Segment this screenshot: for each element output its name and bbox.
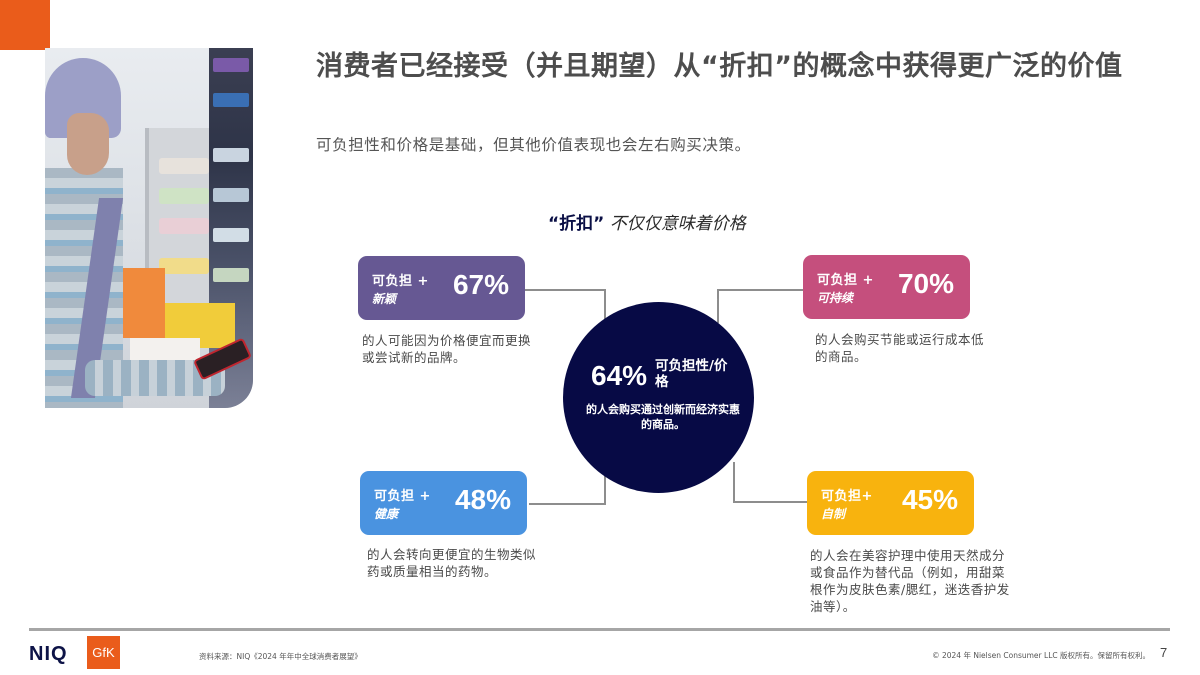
connector-line (524, 289, 606, 291)
card-percent: 45% (901, 484, 958, 515)
connector-line (604, 476, 606, 505)
card-description: 的人会在美容护理中使用天然成分或食品作为替代品（例如，用甜菜根作为皮肤色素/腮红… (810, 548, 1010, 614)
diagram-title-rest: 不仅仅意味着价格 (609, 214, 746, 234)
footer-divider (29, 628, 1170, 631)
center-label: 可负担性/价格 (655, 358, 728, 390)
connector-line (717, 289, 803, 291)
connector-line (733, 501, 807, 503)
copyright-notice: © 2024 年 Nielsen Consumer LLC 版权所有。保留所有权… (932, 651, 1150, 660)
card-label-bottom: 健康 (374, 507, 399, 521)
card-label-top: 可负担+ (821, 489, 873, 504)
stat-card-novelty: 可负担 + 新颖 67% (358, 256, 525, 320)
niq-logo: NIQ (29, 643, 68, 665)
corner-accent-tab (0, 0, 50, 50)
shopper-photo (45, 48, 253, 408)
card-label-bottom: 新颖 (372, 292, 397, 306)
card-description: 的人会购买节能或运行成本低的商品。 (815, 332, 985, 364)
card-label-bottom: 自制 (821, 507, 846, 521)
stat-card-sustainable: 可负担 + 可持续 70% (803, 255, 970, 319)
source-note: 资料来源：NIQ《2024 年年中全球消费者展望》 (199, 652, 362, 661)
card-percent: 67% (452, 269, 509, 300)
card-description: 的人可能因为价格便宜而更换或尝试新的品牌。 (362, 333, 532, 365)
diagram-title-quoted: “折扣” (548, 214, 605, 234)
center-stat-circle: 64% 可负担性/价格 的人会购买通过创新而经济实惠的商品。 (563, 302, 754, 493)
card-percent: 48% (454, 484, 511, 515)
diagram-title: “折扣” 不仅仅意味着价格 (548, 209, 746, 234)
center-description: 的人会购买通过创新而经济实惠的商品。 (586, 403, 740, 431)
connector-line (717, 289, 719, 323)
card-description: 的人会转向更便宜的生物类似药或质量相当的药物。 (367, 547, 537, 579)
page-title: 消费者已经接受（并且期望）从“折扣”的概念中获得更广泛的价值 (316, 51, 1123, 82)
center-percent: 64% (591, 360, 648, 391)
card-label-bottom: 可持续 (817, 291, 854, 305)
card-label-top: 可负担 + (374, 489, 431, 504)
card-label-top: 可负担 + (372, 274, 429, 289)
page-subtitle: 可负担性和价格是基础，但其他价值表现也会左右购买决策。 (316, 136, 751, 154)
connector-line (733, 462, 735, 503)
connector-line (604, 289, 606, 319)
page-number: 7 (1160, 645, 1168, 660)
gfk-logo: GfK (87, 636, 120, 669)
card-percent: 70% (897, 268, 954, 299)
card-label-top: 可负担 + (817, 273, 874, 288)
connector-line (529, 503, 606, 505)
stat-card-health: 可负担 + 健康 48% (360, 471, 527, 535)
stat-card-diy: 可负担+ 自制 45% (807, 471, 974, 535)
